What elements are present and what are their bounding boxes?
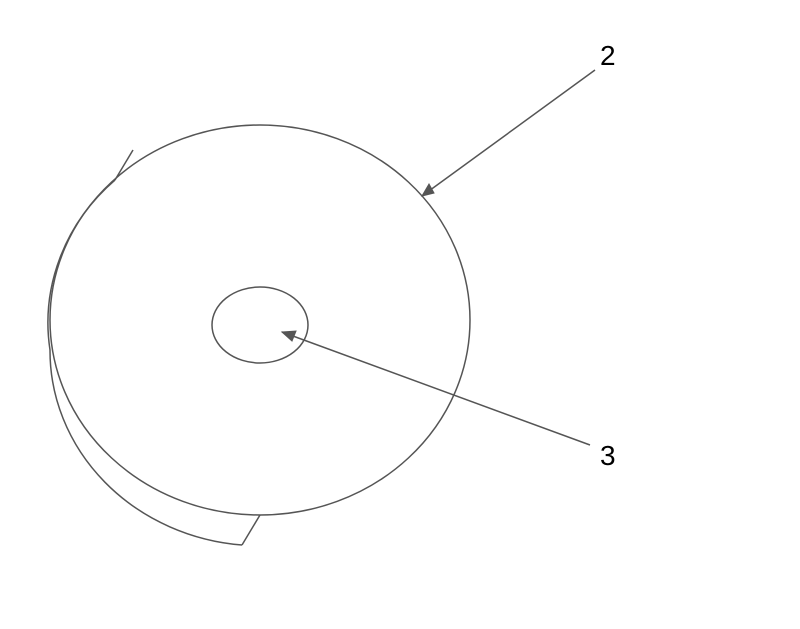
disc-back-edge <box>48 180 242 545</box>
callout-line-2 <box>422 70 595 196</box>
callout-arrowhead-3 <box>282 331 296 341</box>
disc-front-face <box>50 125 470 515</box>
callout-arrowhead-2 <box>422 184 434 196</box>
disc-side-edge-top <box>115 150 133 180</box>
diagram-container: 2 3 <box>0 0 800 624</box>
disc-diagram-svg <box>0 0 800 624</box>
callout-label-2: 2 <box>600 40 616 72</box>
callout-label-3: 3 <box>600 440 616 472</box>
callout-line-3 <box>282 332 590 445</box>
disc-side-edge-bottom <box>242 515 260 545</box>
disc-center-hole <box>212 287 308 363</box>
